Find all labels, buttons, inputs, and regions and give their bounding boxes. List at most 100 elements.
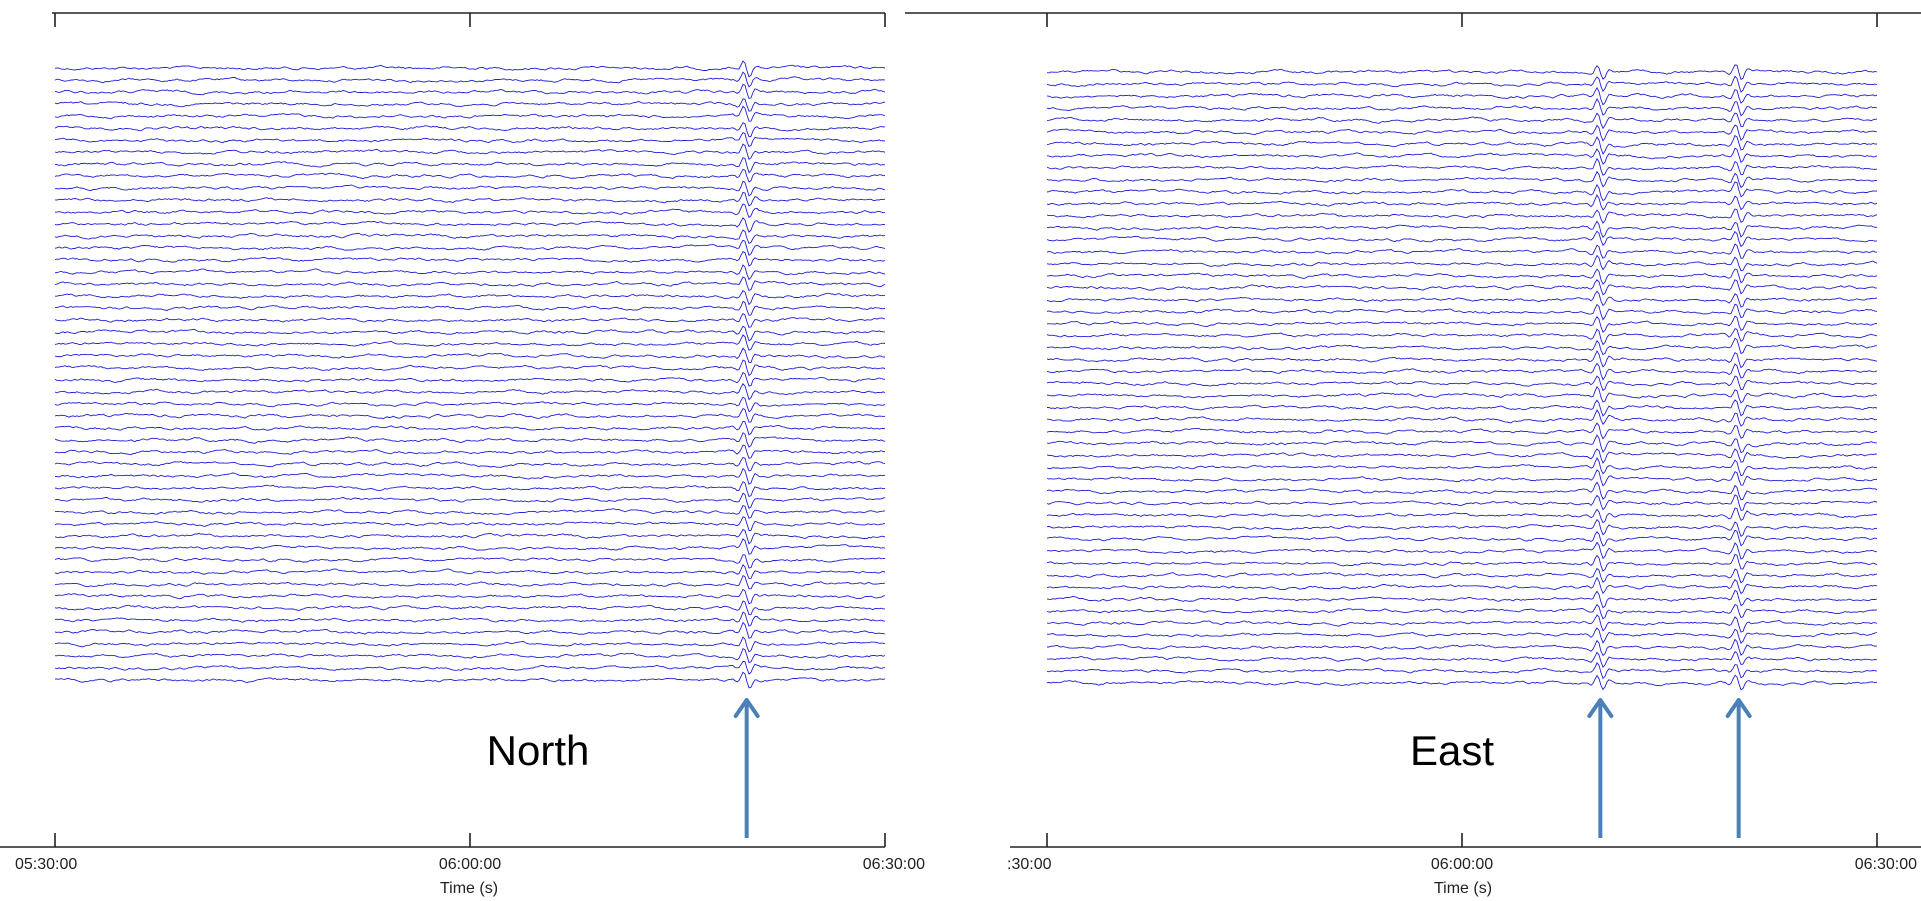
seismic-trace xyxy=(1046,290,1878,308)
seismic-trace xyxy=(1046,268,1878,285)
seismic-trace xyxy=(1046,181,1878,202)
seismic-trace xyxy=(54,359,886,377)
seismic-trace xyxy=(1046,328,1878,346)
seismic-trace xyxy=(1046,422,1878,440)
seismic-trace xyxy=(54,168,886,183)
seismic-trace xyxy=(54,157,886,174)
seismic-trace xyxy=(1046,112,1878,130)
seismic-trace xyxy=(1046,448,1878,465)
seismic-trace xyxy=(54,647,886,664)
event-arrow xyxy=(1725,698,1752,838)
seismic-trace xyxy=(1046,494,1878,511)
seismic-trace xyxy=(1046,303,1878,321)
seismic-trace xyxy=(54,660,886,675)
seismic-trace xyxy=(54,621,886,639)
seismic-trace xyxy=(54,347,886,363)
seismic-trace xyxy=(1046,674,1878,691)
seismic-trace xyxy=(1046,375,1878,392)
seismic-trace xyxy=(54,383,886,401)
x-tick-label: :30:00 xyxy=(1007,856,1052,873)
seismic-trace xyxy=(1046,576,1878,595)
seismic-trace xyxy=(54,132,886,148)
arrow-group xyxy=(733,698,760,838)
seismic-trace xyxy=(54,554,886,569)
seismic-trace xyxy=(1046,627,1878,645)
seismic-trace xyxy=(54,600,886,615)
tick-group: 05:30:00 06:00:00 06:30:00 xyxy=(15,13,925,873)
seismic-trace xyxy=(54,481,886,498)
seismic-trace xyxy=(1046,589,1878,609)
seismic-trace xyxy=(1046,434,1878,454)
seismic-trace xyxy=(1046,194,1878,211)
seismic-trace xyxy=(1046,147,1878,165)
seismic-trace xyxy=(54,180,886,197)
seismic-trace xyxy=(1046,481,1878,501)
seismic-trace xyxy=(1047,399,1878,417)
seismic-trace xyxy=(54,563,886,579)
seismic-trace xyxy=(54,239,886,257)
seismic-trace xyxy=(1047,337,1878,356)
seismic-trace xyxy=(1046,64,1878,81)
seismic-trace xyxy=(55,203,886,219)
seismic-trace xyxy=(1046,651,1878,669)
seismic-trace xyxy=(1047,638,1878,657)
seismic-trace xyxy=(54,105,886,122)
seismic-trace xyxy=(54,396,886,413)
seismic-trace xyxy=(1046,230,1878,248)
seismic-trace xyxy=(54,71,886,88)
seismic-trace xyxy=(54,420,886,436)
seismic-trace xyxy=(54,60,886,78)
seismic-trace xyxy=(54,588,886,605)
seismic-trace xyxy=(55,289,886,306)
seismic-trace xyxy=(1046,220,1878,238)
x-tick-label: 06:30:00 xyxy=(863,856,925,873)
x-axis-label: Time (s) xyxy=(440,880,498,897)
seismic-trace xyxy=(54,574,886,590)
x-axis-label: Time (s) xyxy=(1434,880,1492,897)
seismic-trace xyxy=(1046,457,1878,477)
seismic-trace xyxy=(55,504,886,519)
event-arrow xyxy=(1587,698,1614,838)
seismic-trace xyxy=(1046,507,1878,524)
seismic-trace xyxy=(1046,124,1878,142)
seismic-trace xyxy=(1046,157,1878,176)
seismic-trace xyxy=(54,300,886,316)
seismic-trace xyxy=(54,444,886,459)
seismic-trace xyxy=(54,516,886,531)
x-tick-label: 06:00:00 xyxy=(1431,856,1493,873)
seismic-trace xyxy=(1047,315,1878,333)
seismic-trace xyxy=(1046,469,1877,487)
trace-group xyxy=(1046,64,1878,691)
seismic-trace xyxy=(1046,541,1878,560)
seismic-trace xyxy=(54,325,886,342)
seismic-trace xyxy=(54,467,886,485)
seismic-trace xyxy=(1046,662,1878,680)
seismic-trace xyxy=(1046,614,1878,633)
seismic-trace xyxy=(54,264,886,281)
seismic-trace xyxy=(54,492,886,510)
seismic-trace xyxy=(54,334,886,351)
seismic-trace xyxy=(54,611,886,627)
seismic-trace xyxy=(1046,603,1878,620)
seismic-trace xyxy=(54,538,886,555)
seismic-trace xyxy=(1046,350,1878,369)
seismic-trace xyxy=(1046,87,1878,106)
panel-east: :30:00 06:00:00 06:30:00 East Time (s) xyxy=(905,12,1921,897)
seismic-trace xyxy=(1046,567,1878,584)
seismic-trace xyxy=(1046,279,1878,296)
seismic-trace xyxy=(54,229,886,245)
seismic-trace xyxy=(54,456,886,472)
x-tick-label: 06:30:00 xyxy=(1855,856,1917,873)
trace-group xyxy=(54,60,886,689)
panel-title: North xyxy=(487,727,590,774)
seismic-trace xyxy=(1046,208,1878,224)
seismic-trace xyxy=(54,217,886,233)
seismic-trace xyxy=(54,408,886,423)
seismic-trace xyxy=(1046,409,1878,427)
seismic-trace xyxy=(54,191,886,207)
seismic-trace xyxy=(1046,98,1878,117)
seismic-trace xyxy=(54,98,886,112)
seismic-trace xyxy=(1046,362,1878,381)
seismic-trace xyxy=(1046,170,1878,189)
